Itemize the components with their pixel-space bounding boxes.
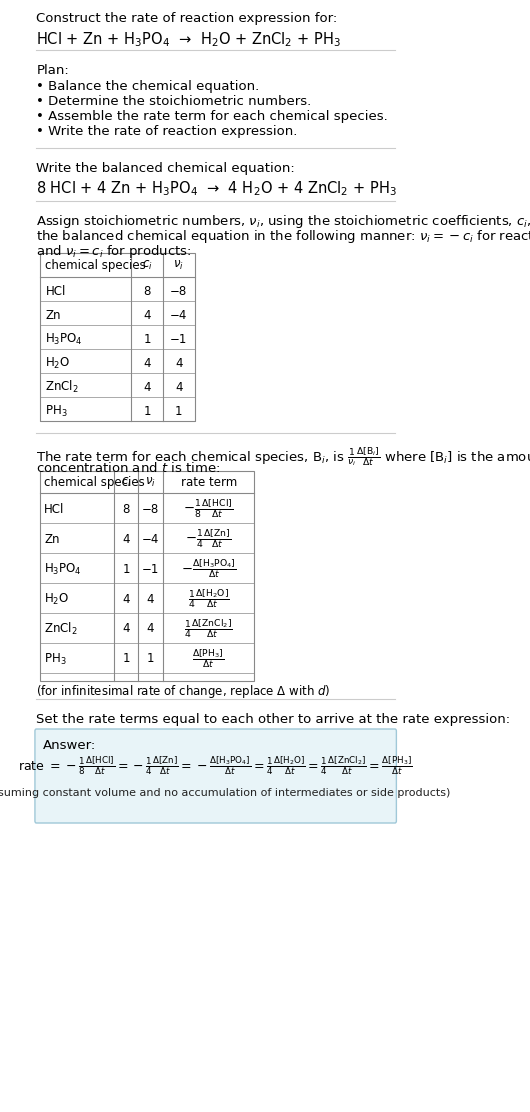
Text: rate $= -\frac{1}{8}\frac{\Delta[\mathrm{HCl}]}{\Delta t} = -\frac{1}{4}\frac{\D: rate $= -\frac{1}{8}\frac{\Delta[\mathrm… [19, 755, 413, 777]
Text: 4: 4 [147, 623, 154, 635]
Text: $c_i$: $c_i$ [121, 476, 131, 488]
Text: rate term: rate term [181, 476, 237, 488]
Text: • Write the rate of reaction expression.: • Write the rate of reaction expression. [37, 125, 298, 138]
Text: 4: 4 [122, 593, 130, 606]
Text: HCl: HCl [46, 285, 66, 298]
Text: 8 HCl + 4 Zn + H$_3$PO$_4$  →  4 H$_2$O + 4 ZnCl$_2$ + PH$_3$: 8 HCl + 4 Zn + H$_3$PO$_4$ → 4 H$_2$O + … [37, 179, 398, 198]
Text: and $\nu_i = c_i$ for products:: and $\nu_i = c_i$ for products: [37, 244, 192, 260]
Text: 4: 4 [175, 357, 182, 369]
Text: $-\frac{\Delta[\mathrm{H_3PO_4}]}{\Delta t}$: $-\frac{\Delta[\mathrm{H_3PO_4}]}{\Delta… [181, 557, 236, 580]
Text: Assign stoichiometric numbers, $\nu_i$, using the stoichiometric coefficients, $: Assign stoichiometric numbers, $\nu_i$, … [37, 214, 530, 230]
FancyBboxPatch shape [35, 729, 396, 823]
Text: • Balance the chemical equation.: • Balance the chemical equation. [37, 80, 260, 93]
Text: Plan:: Plan: [37, 64, 69, 77]
Text: PH$_3$: PH$_3$ [44, 652, 67, 666]
Text: ZnCl$_2$: ZnCl$_2$ [46, 379, 79, 395]
Text: 1: 1 [122, 653, 130, 665]
Text: $\frac{\Delta[\mathrm{PH_3}]}{\Delta t}$: $\frac{\Delta[\mathrm{PH_3}]}{\Delta t}$ [192, 647, 225, 671]
Text: −8: −8 [170, 285, 188, 298]
Text: Set the rate terms equal to each other to arrive at the rate expression:: Set the rate terms equal to each other t… [37, 713, 510, 726]
Text: 8: 8 [122, 503, 130, 516]
Text: $-\frac{1}{8}\frac{\Delta[\mathrm{HCl}]}{\Delta t}$: $-\frac{1}{8}\frac{\Delta[\mathrm{HCl}]}… [183, 498, 234, 520]
Text: 1: 1 [147, 653, 154, 665]
Text: 4: 4 [147, 593, 154, 606]
Text: 4: 4 [175, 380, 182, 394]
Bar [40, 254, 195, 421]
Text: 4: 4 [143, 308, 151, 321]
Text: the balanced chemical equation in the following manner: $\nu_i = -c_i$ for react: the balanced chemical equation in the fo… [37, 228, 530, 245]
Text: chemical species: chemical species [46, 259, 146, 272]
Text: H$_2$O: H$_2$O [44, 592, 69, 606]
Text: HCl + Zn + H$_3$PO$_4$  →  H$_2$O + ZnCl$_2$ + PH$_3$: HCl + Zn + H$_3$PO$_4$ → H$_2$O + ZnCl$_… [37, 30, 341, 49]
Text: 1: 1 [122, 563, 130, 576]
Text: 8: 8 [144, 285, 151, 298]
Text: 4: 4 [122, 533, 130, 546]
Text: −8: −8 [142, 503, 159, 516]
Text: 4: 4 [122, 623, 130, 635]
Text: −1: −1 [170, 332, 188, 346]
Text: Construct the rate of reaction expression for:: Construct the rate of reaction expressio… [37, 12, 338, 24]
Text: $c_i$: $c_i$ [142, 258, 153, 271]
Text: The rate term for each chemical species, B$_i$, is $\frac{1}{\nu_i}\frac{\Delta[: The rate term for each chemical species,… [37, 445, 530, 468]
Bar [40, 471, 254, 681]
Text: Write the balanced chemical equation:: Write the balanced chemical equation: [37, 162, 295, 175]
Text: • Assemble the rate term for each chemical species.: • Assemble the rate term for each chemic… [37, 110, 388, 123]
Text: $\frac{1}{4}\frac{\Delta[\mathrm{ZnCl_2}]}{\Delta t}$: $\frac{1}{4}\frac{\Delta[\mathrm{ZnCl_2}… [184, 617, 233, 641]
Text: • Determine the stoichiometric numbers.: • Determine the stoichiometric numbers. [37, 95, 312, 108]
Text: H$_2$O: H$_2$O [46, 356, 70, 370]
Text: −4: −4 [142, 533, 160, 546]
Text: H$_3$PO$_4$: H$_3$PO$_4$ [44, 562, 82, 576]
Text: $\nu_i$: $\nu_i$ [173, 258, 184, 271]
Text: 4: 4 [143, 380, 151, 394]
Text: Zn: Zn [46, 308, 61, 321]
Text: $-\frac{1}{4}\frac{\Delta[\mathrm{Zn}]}{\Delta t}$: $-\frac{1}{4}\frac{\Delta[\mathrm{Zn}]}{… [186, 528, 232, 550]
Text: Answer:: Answer: [43, 739, 96, 752]
Text: −4: −4 [170, 308, 188, 321]
Text: 4: 4 [143, 357, 151, 369]
Text: HCl: HCl [44, 503, 65, 516]
Text: 1: 1 [143, 332, 151, 346]
Text: Zn: Zn [44, 533, 59, 546]
Text: concentration and $t$ is time:: concentration and $t$ is time: [37, 461, 220, 475]
Text: PH$_3$: PH$_3$ [46, 404, 68, 418]
Text: chemical species: chemical species [44, 476, 145, 489]
Text: $\nu_i$: $\nu_i$ [145, 476, 156, 488]
Text: (assuming constant volume and no accumulation of intermediates or side products): (assuming constant volume and no accumul… [0, 788, 450, 798]
Text: (for infinitesimal rate of change, replace Δ with $d$): (for infinitesimal rate of change, repla… [37, 683, 331, 699]
Text: $\frac{1}{4}\frac{\Delta[\mathrm{H_2O}]}{\Delta t}$: $\frac{1}{4}\frac{\Delta[\mathrm{H_2O}]}… [188, 587, 229, 610]
Text: ZnCl$_2$: ZnCl$_2$ [44, 620, 77, 637]
Text: H$_3$PO$_4$: H$_3$PO$_4$ [46, 331, 83, 347]
Text: −1: −1 [142, 563, 160, 576]
Text: 1: 1 [143, 405, 151, 417]
Text: 1: 1 [175, 405, 182, 417]
